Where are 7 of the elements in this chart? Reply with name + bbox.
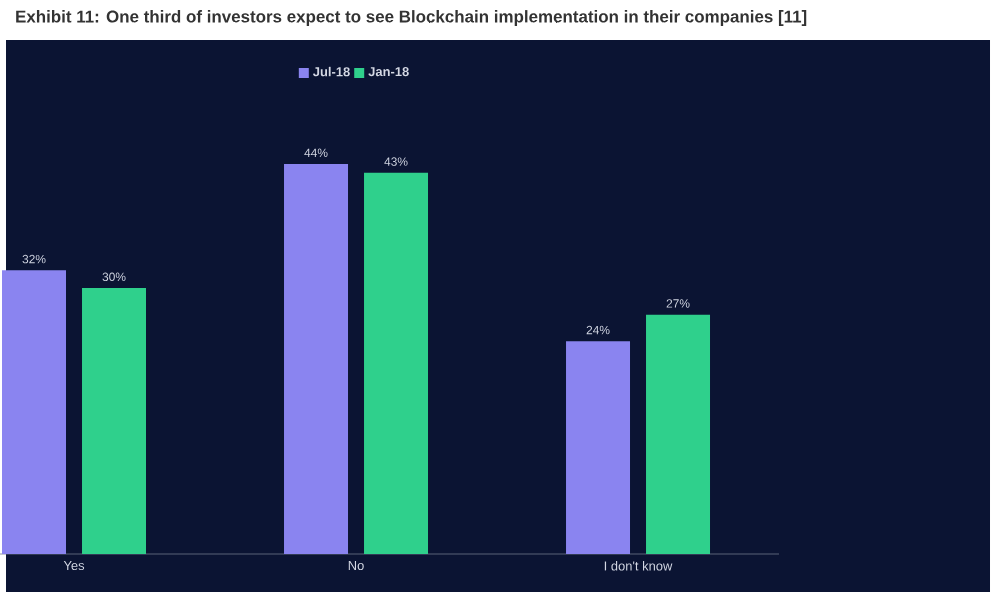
bar bbox=[646, 314, 711, 554]
bar bbox=[2, 270, 67, 554]
bar bbox=[284, 164, 349, 554]
chart-title: Exhibit 11: One third of investors expect to see Blockchain implementation in their companies [11] bbox=[16, 10, 807, 26]
bar bbox=[566, 341, 631, 554]
bar bbox=[82, 288, 147, 554]
bar bbox=[364, 172, 429, 554]
